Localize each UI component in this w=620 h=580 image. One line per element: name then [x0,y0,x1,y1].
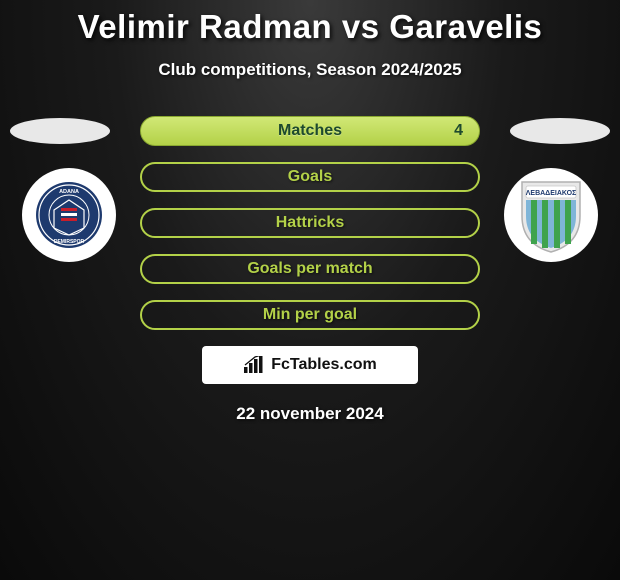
player-avatar-left [10,118,110,144]
stat-bar-matches: Matches 4 [140,116,480,146]
branding-badge[interactable]: FcTables.com [202,346,418,384]
stat-bar-hattricks: Hattricks [140,208,480,238]
stat-bar-goals: Goals [140,162,480,192]
bar-chart-icon [243,356,265,374]
club-logo-left: ADANA DEMIRSPOR [22,168,116,262]
stat-bar-goals-per-match: Goals per match [140,254,480,284]
player-avatar-right [510,118,610,144]
branding-text: FcTables.com [271,356,377,374]
date-text: 22 november 2024 [0,404,620,424]
page-title: Velimir Radman vs Garavelis [0,8,620,46]
levadiakos-logo-icon: ΛΕΒΑΔΕΙΑΚΟΣ [514,176,588,254]
svg-text:DEMIRSPOR: DEMIRSPOR [54,239,85,245]
stat-label: Min per goal [142,306,478,324]
stat-bar-min-per-goal: Min per goal [140,300,480,330]
svg-text:ADANA: ADANA [59,189,79,195]
club-logo-right: ΛΕΒΑΔΕΙΑΚΟΣ [504,168,598,262]
stat-label: Hattricks [142,214,478,232]
adana-demirspor-logo-icon: ADANA DEMIRSPOR [34,180,104,250]
comparison-card: Velimir Radman vs Garavelis Club competi… [0,0,620,424]
stat-label: Matches [141,122,479,140]
subtitle: Club competitions, Season 2024/2025 [0,60,620,80]
stats-area: ADANA DEMIRSPOR ΛΕΒΑΔΕΙΑΚΟΣ Matches 4 [0,116,620,336]
svg-text:ΛΕΒΑΔΕΙΑΚΟΣ: ΛΕΒΑΔΕΙΑΚΟΣ [526,190,577,197]
stat-value-right: 4 [454,122,463,140]
stat-label: Goals per match [142,260,478,278]
stat-bars: Matches 4 Goals Hattricks Goals per matc… [140,116,480,346]
stat-label: Goals [142,168,478,186]
